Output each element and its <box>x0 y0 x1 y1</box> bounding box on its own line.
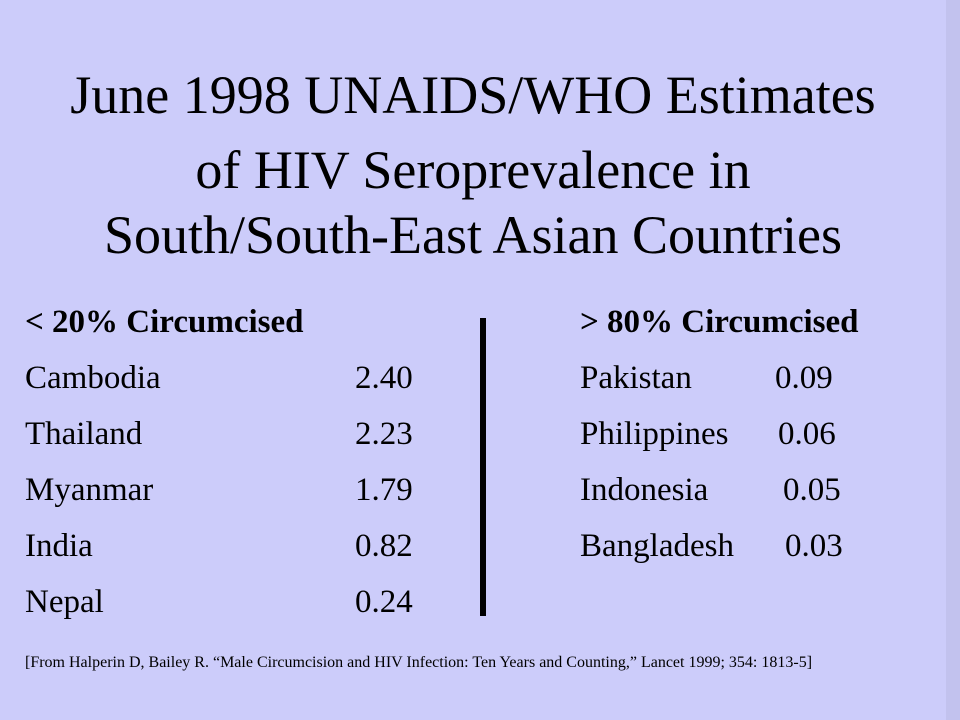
slide-edge <box>946 0 960 720</box>
prevalence: 2.23 <box>355 416 413 452</box>
country: Indonesia <box>580 472 709 508</box>
country: Philippines <box>580 416 729 452</box>
left-header: < 20% Circumcised <box>25 304 304 340</box>
prevalence: 0.09 <box>775 360 833 396</box>
country: Nepal <box>25 584 104 620</box>
prevalence: 0.24 <box>355 584 413 620</box>
country: Bangladesh <box>580 528 734 564</box>
prevalence: 0.82 <box>355 528 413 564</box>
divider <box>480 318 486 616</box>
prevalence: 0.06 <box>778 416 836 452</box>
title-line: June 1998 UNAIDS/WHO Estimates <box>70 65 876 125</box>
prevalence: 0.05 <box>783 472 841 508</box>
prevalence: 2.40 <box>355 360 413 396</box>
prevalence: 0.03 <box>785 528 843 564</box>
country: Thailand <box>25 416 143 452</box>
prevalence: 1.79 <box>355 472 413 508</box>
citation: [From Halperin D, Bailey R. “Male Circum… <box>25 654 813 671</box>
title-line: of HIV Seroprevalence in <box>195 140 751 200</box>
right-header: > 80% Circumcised <box>580 304 859 340</box>
title-line: South/South-East Asian Countries <box>103 205 843 265</box>
country: Pakistan <box>580 360 692 396</box>
country: India <box>25 528 93 564</box>
country: Cambodia <box>25 360 161 396</box>
country: Myanmar <box>25 472 154 508</box>
